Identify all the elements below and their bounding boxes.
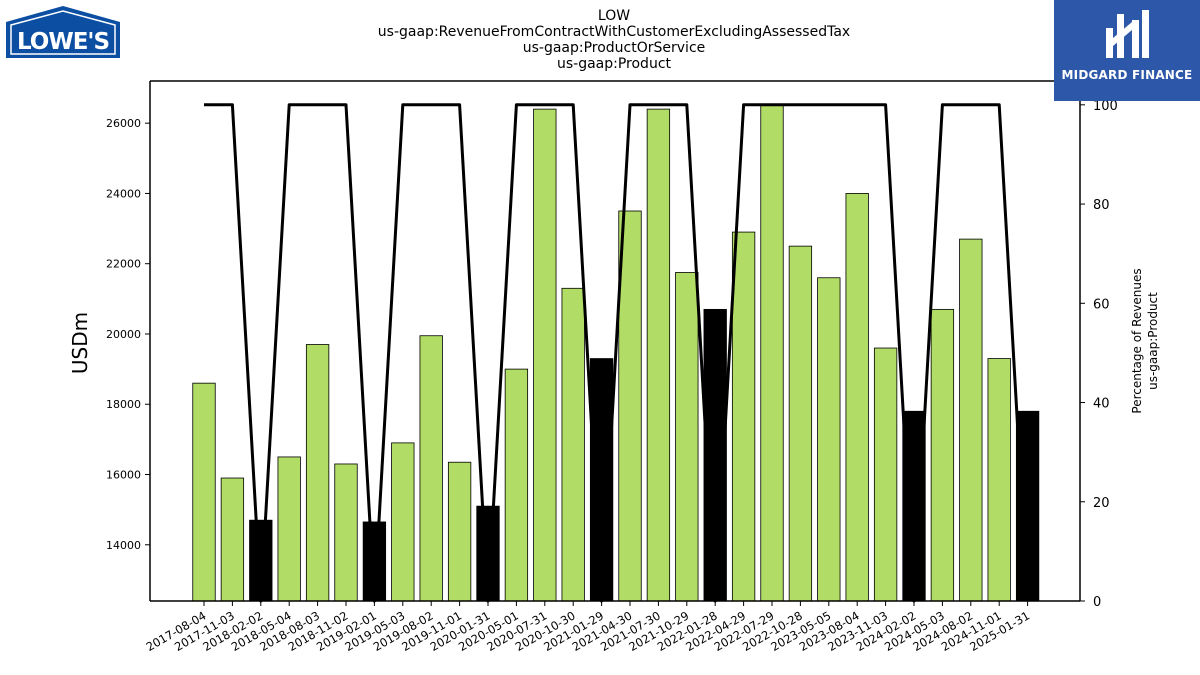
y-axis-ticks: 14000 16000 18000 20000 22000 24000 26000 — [106, 117, 150, 552]
y2-axis-label: Percentage of Revenues us-gaap:Product — [1130, 268, 1160, 413]
bar — [277, 456, 301, 602]
y2-tick-label: 60 — [1093, 297, 1110, 312]
y-tick-label: 24000 — [106, 187, 141, 200]
bar — [419, 335, 443, 602]
y-tick-label: 14000 — [106, 539, 141, 552]
bar — [959, 238, 983, 602]
y-tick-label: 26000 — [106, 117, 141, 130]
chart-title-line: us-gaap:RevenueFromContractWithCustomerE… — [378, 24, 850, 40]
bar — [220, 477, 245, 602]
y-axis-label: USDm — [68, 312, 92, 374]
bar — [760, 105, 784, 602]
lowes-logo: LOWE'S — [6, 6, 120, 58]
bar — [873, 347, 898, 602]
y2-tick-label: 20 — [1093, 496, 1110, 511]
y-tick-label: 22000 — [106, 258, 141, 271]
svg-text:LOWE'S: LOWE'S — [17, 29, 109, 55]
bar — [504, 368, 529, 602]
bar — [334, 463, 358, 602]
chart-title: LOWus-gaap:RevenueFromContractWithCustom… — [378, 8, 850, 72]
y2-tick-label: 0 — [1093, 595, 1101, 610]
y2-tick-label: 40 — [1093, 397, 1110, 412]
bar — [561, 287, 585, 602]
y-tick-label: 20000 — [106, 328, 141, 341]
y-tick-label: 18000 — [106, 398, 141, 411]
y2-tick-label: 80 — [1093, 198, 1110, 213]
bar — [305, 344, 330, 602]
bar — [675, 272, 699, 602]
bar — [533, 108, 557, 602]
chart-title-line: us-gaap:Product — [557, 56, 672, 72]
bar — [447, 461, 472, 602]
bar — [618, 210, 642, 602]
bar — [646, 108, 671, 602]
bar — [788, 245, 813, 602]
y-tick-label: 16000 — [106, 469, 141, 482]
bar — [930, 308, 955, 602]
bar — [817, 277, 841, 602]
chart-title-line: us-gaap:ProductOrService — [523, 40, 706, 56]
axes — [149, 80, 1081, 602]
y2-axis-ticks: 0 20 40 60 80 100 — [1080, 99, 1118, 610]
chart-title-line: LOW — [598, 8, 630, 24]
percentage-line — [204, 103, 1030, 603]
bar — [731, 231, 756, 602]
bar — [391, 442, 415, 602]
midgard-finance-logo: MIDGARD FINANCE — [1054, 0, 1200, 101]
x-axis-ticks: 2017-08-042017-11-032018-02-022018-05-04… — [144, 601, 1032, 654]
bar — [192, 382, 216, 602]
bar — [987, 358, 1011, 602]
bar — [845, 193, 869, 602]
y2-axis-label-line: Percentage of Revenues — [1130, 268, 1144, 413]
percentage-line-path — [204, 103, 1030, 603]
y2-axis-label-line: us-gaap:Product — [1146, 292, 1160, 390]
bars — [192, 105, 1040, 602]
midgard-finance-text: MIDGARD FINANCE — [1061, 68, 1193, 82]
y2-tick-label: 100 — [1093, 99, 1118, 114]
